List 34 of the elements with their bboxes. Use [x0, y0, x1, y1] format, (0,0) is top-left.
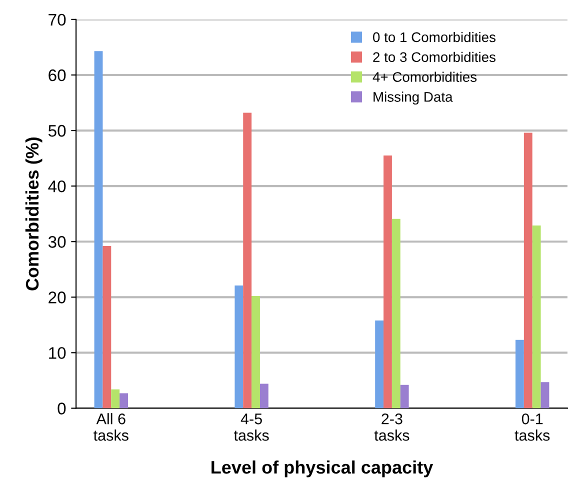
bar	[392, 218, 400, 408]
bar	[234, 285, 244, 408]
x-tick-label: 4-5 tasks	[234, 414, 269, 441]
y-tick-label: 30	[48, 236, 66, 248]
bar	[540, 382, 550, 408]
y-axis-title: Comorbidities (%)	[25, 137, 42, 290]
x-axis-title: Level of physical capacity	[212, 460, 434, 478]
y-tick-label: 0	[58, 402, 66, 414]
bar	[120, 393, 128, 408]
y-tick-label: 70	[48, 14, 66, 26]
bar	[384, 156, 392, 408]
bar	[524, 132, 532, 408]
y-tick-label: 60	[48, 69, 66, 82]
bar	[532, 226, 541, 408]
bar	[243, 112, 252, 408]
bar	[516, 340, 524, 408]
bar	[400, 384, 409, 408]
legend-label: 0 to 1 Comorbidities	[373, 32, 496, 42]
bar	[111, 389, 120, 408]
x-tick-label: 0-1 tasks	[514, 414, 550, 441]
y-tick-label: 20	[48, 292, 66, 304]
legend-label: 2 to 3 Comorbidities	[373, 52, 496, 62]
y-tick-label: 40	[48, 180, 66, 192]
legend-label: Missing Data	[374, 92, 453, 105]
bar	[94, 51, 103, 408]
bar	[375, 320, 384, 408]
bar	[260, 384, 268, 408]
y-tick-label: 10	[49, 347, 66, 359]
legend-label: 4+ Comorbidities	[372, 72, 477, 82]
bar	[252, 296, 260, 408]
x-tick-label: All 6 tasks	[94, 413, 128, 441]
y-tick-label: 50	[48, 124, 66, 137]
x-tick-label: 2-3 tasks	[374, 414, 410, 441]
bar	[102, 246, 112, 408]
